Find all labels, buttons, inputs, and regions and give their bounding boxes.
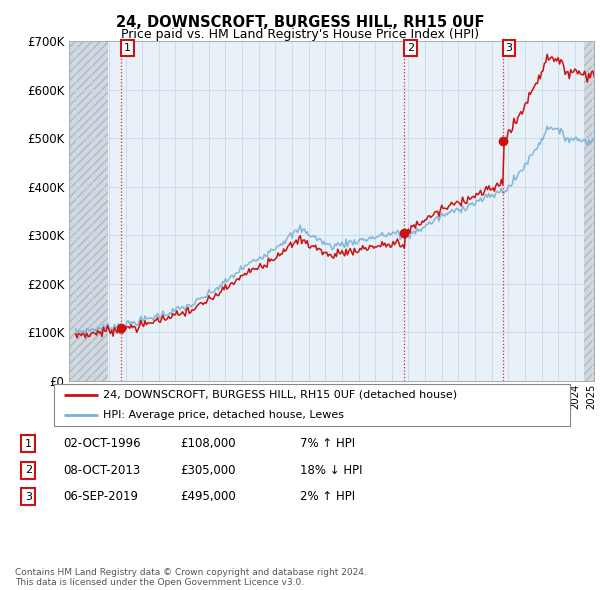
Text: 3: 3	[505, 43, 512, 53]
Text: Contains HM Land Registry data © Crown copyright and database right 2024.
This d: Contains HM Land Registry data © Crown c…	[15, 568, 367, 587]
Text: Price paid vs. HM Land Registry's House Price Index (HPI): Price paid vs. HM Land Registry's House …	[121, 28, 479, 41]
Text: 3: 3	[25, 492, 32, 502]
Text: 2: 2	[25, 466, 32, 475]
Text: 24, DOWNSCROFT, BURGESS HILL, RH15 0UF (detached house): 24, DOWNSCROFT, BURGESS HILL, RH15 0UF (…	[103, 390, 457, 400]
Text: £305,000: £305,000	[180, 464, 235, 477]
Bar	[584, 41, 594, 381]
Bar	[69, 41, 108, 381]
Text: 06-SEP-2019: 06-SEP-2019	[63, 490, 138, 503]
Text: 08-OCT-2013: 08-OCT-2013	[63, 464, 140, 477]
Text: £108,000: £108,000	[180, 437, 236, 450]
Text: 1: 1	[124, 43, 131, 53]
Text: 1: 1	[25, 439, 32, 448]
Text: 7% ↑ HPI: 7% ↑ HPI	[300, 437, 355, 450]
Text: 2: 2	[407, 43, 414, 53]
Text: 2% ↑ HPI: 2% ↑ HPI	[300, 490, 355, 503]
Text: 18% ↓ HPI: 18% ↓ HPI	[300, 464, 362, 477]
Text: £495,000: £495,000	[180, 490, 236, 503]
FancyBboxPatch shape	[54, 384, 570, 426]
Text: 24, DOWNSCROFT, BURGESS HILL, RH15 0UF: 24, DOWNSCROFT, BURGESS HILL, RH15 0UF	[116, 15, 484, 30]
Text: HPI: Average price, detached house, Lewes: HPI: Average price, detached house, Lewe…	[103, 409, 344, 419]
Text: 02-OCT-1996: 02-OCT-1996	[63, 437, 140, 450]
